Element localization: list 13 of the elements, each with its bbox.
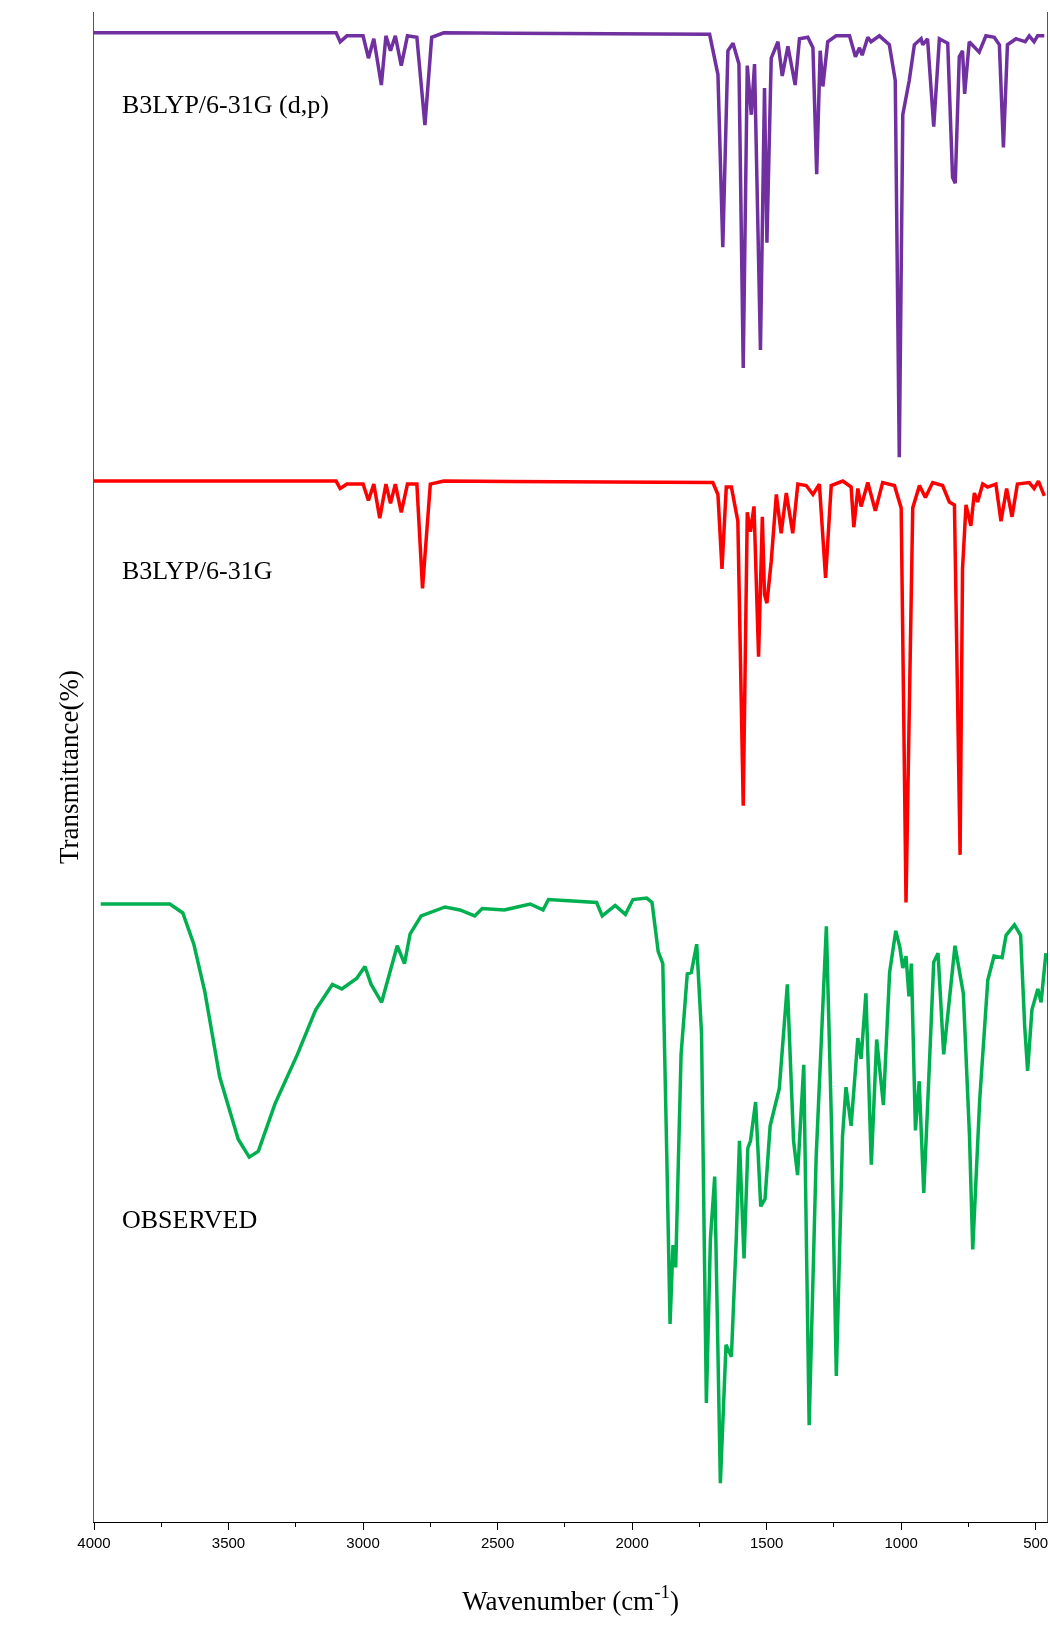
x-tick-label: 2000 [615,1534,649,1552]
x-tick-label: 4000 [77,1534,111,1552]
y-axis-title: Transmittance(%) [53,670,84,864]
x-tick-label: 1500 [749,1534,784,1552]
x-tick-label: 3000 [346,1534,380,1552]
x-tick-label: 2500 [480,1534,515,1552]
x-tick-label: 1000 [884,1534,918,1552]
x-axis-title: Wavenumber (cm$^{-1}$) [462,1581,679,1616]
series-label: B3LYP/6-31G (d,p) [122,90,329,119]
x-tick-label: 3500 [211,1534,246,1552]
text: B3LYP/6-31G [122,556,273,585]
series-label: OBSERVED [122,1205,258,1234]
x-tick-label: 500 [1023,1534,1049,1552]
